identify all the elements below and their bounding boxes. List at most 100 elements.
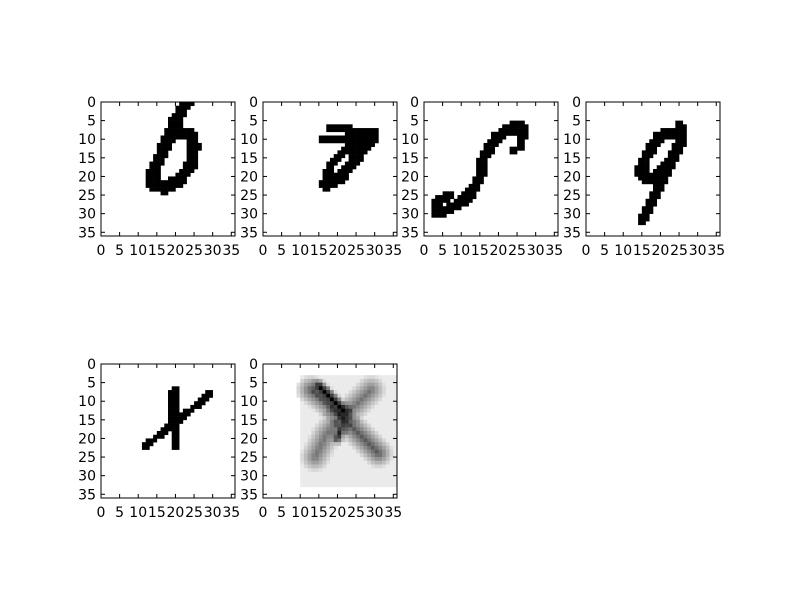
pixel <box>649 172 654 177</box>
pixel <box>352 135 357 140</box>
pixel <box>517 124 522 129</box>
pixel <box>520 139 525 144</box>
pixel <box>322 180 327 185</box>
pixel <box>520 135 525 140</box>
pixel <box>464 202 469 207</box>
pixel <box>479 157 484 162</box>
pixel <box>645 157 650 162</box>
pixel <box>509 124 514 129</box>
x-tick-label: 5 <box>115 505 124 521</box>
pixel <box>333 483 338 488</box>
pixel <box>168 408 173 413</box>
pixel <box>359 457 364 462</box>
pixel <box>171 131 176 136</box>
pixel <box>322 135 327 140</box>
pixel <box>367 146 372 151</box>
pixel <box>197 146 202 151</box>
pixel <box>348 393 353 398</box>
pixel <box>171 183 176 188</box>
pixel <box>171 116 176 121</box>
pixel <box>356 397 361 402</box>
pixel <box>393 457 398 462</box>
pixel <box>311 483 316 488</box>
pixel <box>168 187 173 192</box>
pixel <box>171 404 176 409</box>
pixel <box>505 124 510 129</box>
pixel <box>311 423 316 428</box>
pixel <box>356 161 361 166</box>
pixel <box>337 180 342 185</box>
pixel <box>318 393 323 398</box>
pixel <box>330 172 335 177</box>
pixel <box>483 146 488 151</box>
pixel <box>389 386 394 391</box>
y-tick-label: 25 <box>240 450 258 466</box>
pixel <box>303 412 308 417</box>
pixel <box>382 401 387 406</box>
pixel <box>179 120 184 125</box>
pixel <box>303 431 308 436</box>
pixel <box>145 176 150 181</box>
pixel <box>359 157 364 162</box>
pixel <box>352 449 357 454</box>
pixel <box>378 438 383 443</box>
pixel <box>641 169 646 174</box>
pixel <box>333 382 338 387</box>
pixel <box>318 404 323 409</box>
pixel <box>653 139 658 144</box>
pixel <box>382 412 387 417</box>
pixel <box>479 150 484 155</box>
pixel <box>337 442 342 447</box>
pixel <box>341 475 346 480</box>
x-tick-label: 30 <box>527 243 545 259</box>
pixel <box>359 438 364 443</box>
pixel <box>389 390 394 395</box>
pixel <box>389 460 394 465</box>
pixel <box>171 408 176 413</box>
pixel <box>164 431 169 436</box>
pixel <box>307 423 312 428</box>
pixel <box>653 180 658 185</box>
pixel <box>367 397 372 402</box>
x-tick-label: 0 <box>582 243 591 259</box>
pixel <box>175 124 180 129</box>
pixel <box>367 457 372 462</box>
pixel <box>385 442 390 447</box>
pixel <box>389 427 394 432</box>
pixel <box>333 460 338 465</box>
pixel <box>378 375 383 380</box>
pixel <box>494 131 499 136</box>
pixel <box>175 128 180 133</box>
pixel <box>370 139 375 144</box>
y-tick-label: 0 <box>410 95 419 111</box>
pixel <box>315 386 320 391</box>
pixel <box>660 180 665 185</box>
pixel <box>356 404 361 409</box>
pixel <box>649 180 654 185</box>
pixel <box>153 165 158 170</box>
pixel <box>667 150 672 155</box>
pixel <box>653 183 658 188</box>
pixel <box>679 124 684 129</box>
pixel <box>175 442 180 447</box>
ticks <box>100 101 235 236</box>
pixel <box>509 146 514 151</box>
pixel <box>201 393 206 398</box>
pixel <box>296 382 301 387</box>
pixel <box>315 449 320 454</box>
pixel <box>311 412 316 417</box>
pixel <box>483 169 488 174</box>
pixel <box>656 131 661 136</box>
pixel <box>348 457 353 462</box>
pixel <box>341 445 346 450</box>
pixel <box>653 176 658 181</box>
pixel <box>194 154 199 159</box>
pixel <box>145 445 150 450</box>
pixel <box>435 213 440 218</box>
pixel <box>370 135 375 140</box>
pixel <box>393 378 398 383</box>
pixel <box>326 169 331 174</box>
pixel <box>303 397 308 402</box>
pixel <box>175 183 180 188</box>
pixel <box>682 142 687 147</box>
